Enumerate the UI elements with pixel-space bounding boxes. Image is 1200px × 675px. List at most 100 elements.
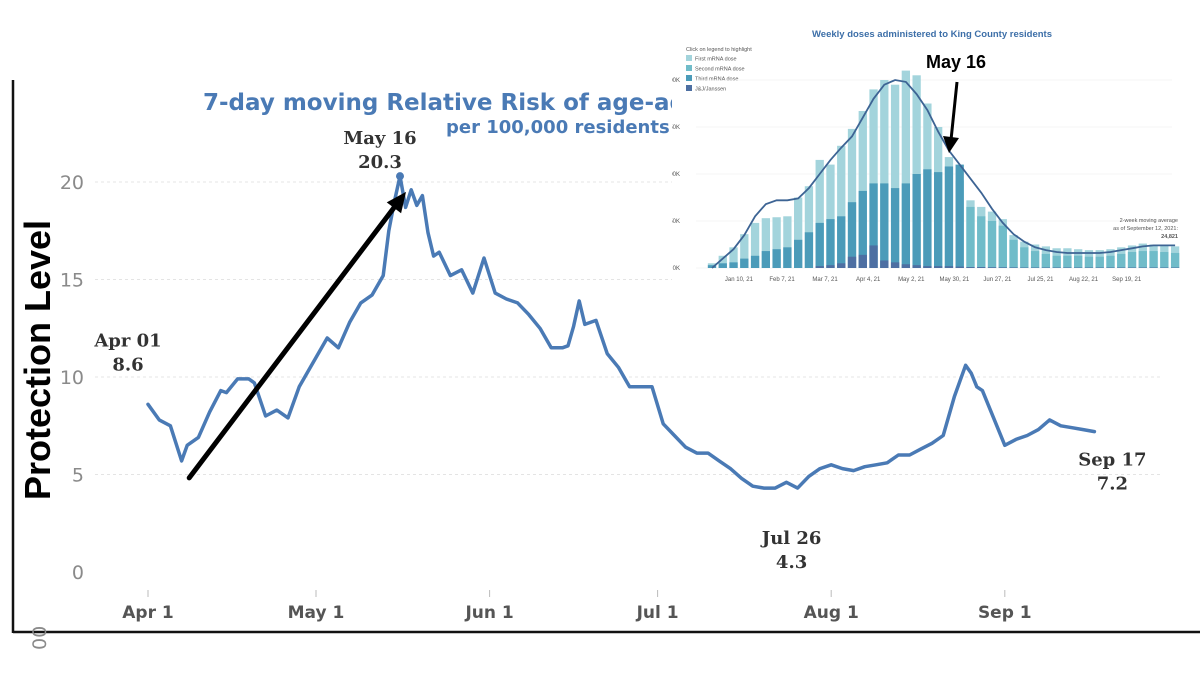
x-tick-label: Jul 1 [636, 603, 679, 623]
inset-arrow-shaft [949, 81, 959, 141]
axis-stub-text: 00 [29, 626, 51, 650]
bar-second [804, 232, 814, 268]
y-tick-label: 15 [60, 270, 84, 292]
y-tick-label: 20 [60, 172, 84, 194]
bar-second [955, 164, 964, 268]
bar-second [761, 251, 770, 268]
inset-y-tick: 100K [672, 172, 680, 178]
arrow-shaft [186, 205, 397, 481]
bar-total [880, 80, 889, 268]
note-line: 24,821 [1161, 234, 1178, 240]
bar-second [1074, 255, 1083, 268]
bar-second [1170, 252, 1180, 268]
bar-second [1106, 255, 1115, 268]
inset-x-tick: Jul 25, 21 [1027, 277, 1054, 283]
inset-y-tick: 0K [673, 266, 680, 272]
y-tick-label: 0 [72, 562, 84, 584]
bar-total [847, 128, 857, 268]
bar-total [772, 217, 781, 268]
bar-jj [977, 267, 986, 268]
annotation-value: 20.3 [358, 152, 402, 173]
bar-jj [923, 266, 932, 268]
bar-jj [847, 256, 857, 268]
bar-total [837, 145, 846, 268]
bar-jj [987, 267, 997, 268]
doses-bar-chart: Weekly doses administered to King County… [666, 29, 1180, 283]
peak-marker [396, 172, 404, 181]
bar-second [794, 239, 803, 268]
annotation-date: Jul 26 [760, 528, 822, 549]
annotation-date: Apr 01 [93, 330, 161, 351]
annotations: Apr 01 8.6 May 16 20.3 Jul 26 4.3 Sep 17 7.2 [93, 128, 1146, 573]
bar-jj [901, 264, 911, 268]
bar-second [1117, 253, 1126, 268]
inset-arrow-head [943, 136, 959, 153]
bar-jj [955, 266, 964, 268]
inset-x-tick: Jan 10, 21 [725, 277, 754, 283]
inset-bars [707, 70, 1180, 269]
bar-second [1127, 252, 1137, 268]
inset-x-tick: May 2, 21 [898, 277, 925, 283]
bar-second [1052, 255, 1061, 268]
inset-x-tick: Jun 27, 21 [983, 277, 1012, 283]
bar-total [783, 216, 792, 268]
x-tick-label: Jun 1 [464, 603, 513, 623]
vaccine-doses-inset: Weekly doses administered to King County… [666, 20, 1184, 288]
inset-y-tick: 150K [672, 125, 680, 131]
bar-second [912, 174, 921, 268]
bar-jj [890, 262, 900, 268]
inset-x-tick: Feb 7, 21 [769, 277, 795, 283]
bar-jj [880, 260, 889, 268]
legend-swatch[interactable] [686, 65, 692, 71]
annotation-date: May 16 [343, 128, 416, 149]
inset-x-tick: May 30, 21 [939, 277, 969, 283]
inset-legend[interactable]: First mRNA dose Second mRNA dose Third mRN… [686, 55, 745, 93]
legend-label[interactable]: Third mRNA dose [695, 77, 738, 83]
bar-jj [869, 245, 878, 268]
legend-swatch[interactable] [686, 85, 692, 91]
bar-total [794, 197, 803, 268]
bar-second [966, 206, 975, 268]
x-tick-label: Aug 1 [804, 603, 859, 623]
bar-total [740, 234, 749, 268]
bar-second [1009, 239, 1018, 268]
bar-second [858, 190, 867, 268]
legend-swatch[interactable] [686, 55, 692, 61]
bar-second [1063, 255, 1072, 268]
inset-tick-labels: 0K 50K 100K 150K 200K Jan 10, 21 Feb 7, 21 Mar … [666, 78, 1142, 283]
x-tick-label: Sep 1 [978, 603, 1032, 623]
bar-second [901, 183, 911, 268]
bar-second [707, 265, 717, 268]
legend-swatch[interactable] [686, 75, 692, 81]
annotation-date: Sep 17 [1078, 450, 1146, 471]
annotation-value: 7.2 [1097, 474, 1128, 495]
bar-total [761, 218, 770, 268]
annotation-value: 8.6 [112, 354, 143, 375]
bar-total [901, 70, 911, 268]
bar-jj [966, 267, 975, 268]
legend-label[interactable]: J&J/Janssen [695, 87, 726, 93]
note-line: as of September 12, 2021: [1113, 226, 1178, 232]
bar-second [1095, 256, 1104, 268]
legend-label[interactable]: First mRNA dose [695, 57, 737, 63]
bar-second [987, 221, 997, 268]
annotation-value: 4.3 [776, 552, 807, 573]
legend-label[interactable]: Second mRNA dose [695, 67, 745, 73]
bar-second [1160, 252, 1169, 268]
bar-second [1030, 251, 1040, 268]
bar-total [815, 159, 824, 268]
bar-total [718, 255, 727, 268]
y-tick-labels: 0 5 10 15 20 [60, 172, 84, 584]
bar-total [858, 111, 867, 269]
y-tick-label: 5 [72, 465, 84, 487]
bar-jj [815, 266, 824, 268]
bar-second [740, 258, 749, 268]
bar-second [718, 263, 727, 268]
bar-jj [944, 266, 954, 268]
bar-jj [858, 254, 867, 268]
bar-second [934, 172, 943, 268]
bar-second [1020, 247, 1029, 268]
bar-second [837, 216, 846, 268]
bar-second [1041, 253, 1051, 268]
